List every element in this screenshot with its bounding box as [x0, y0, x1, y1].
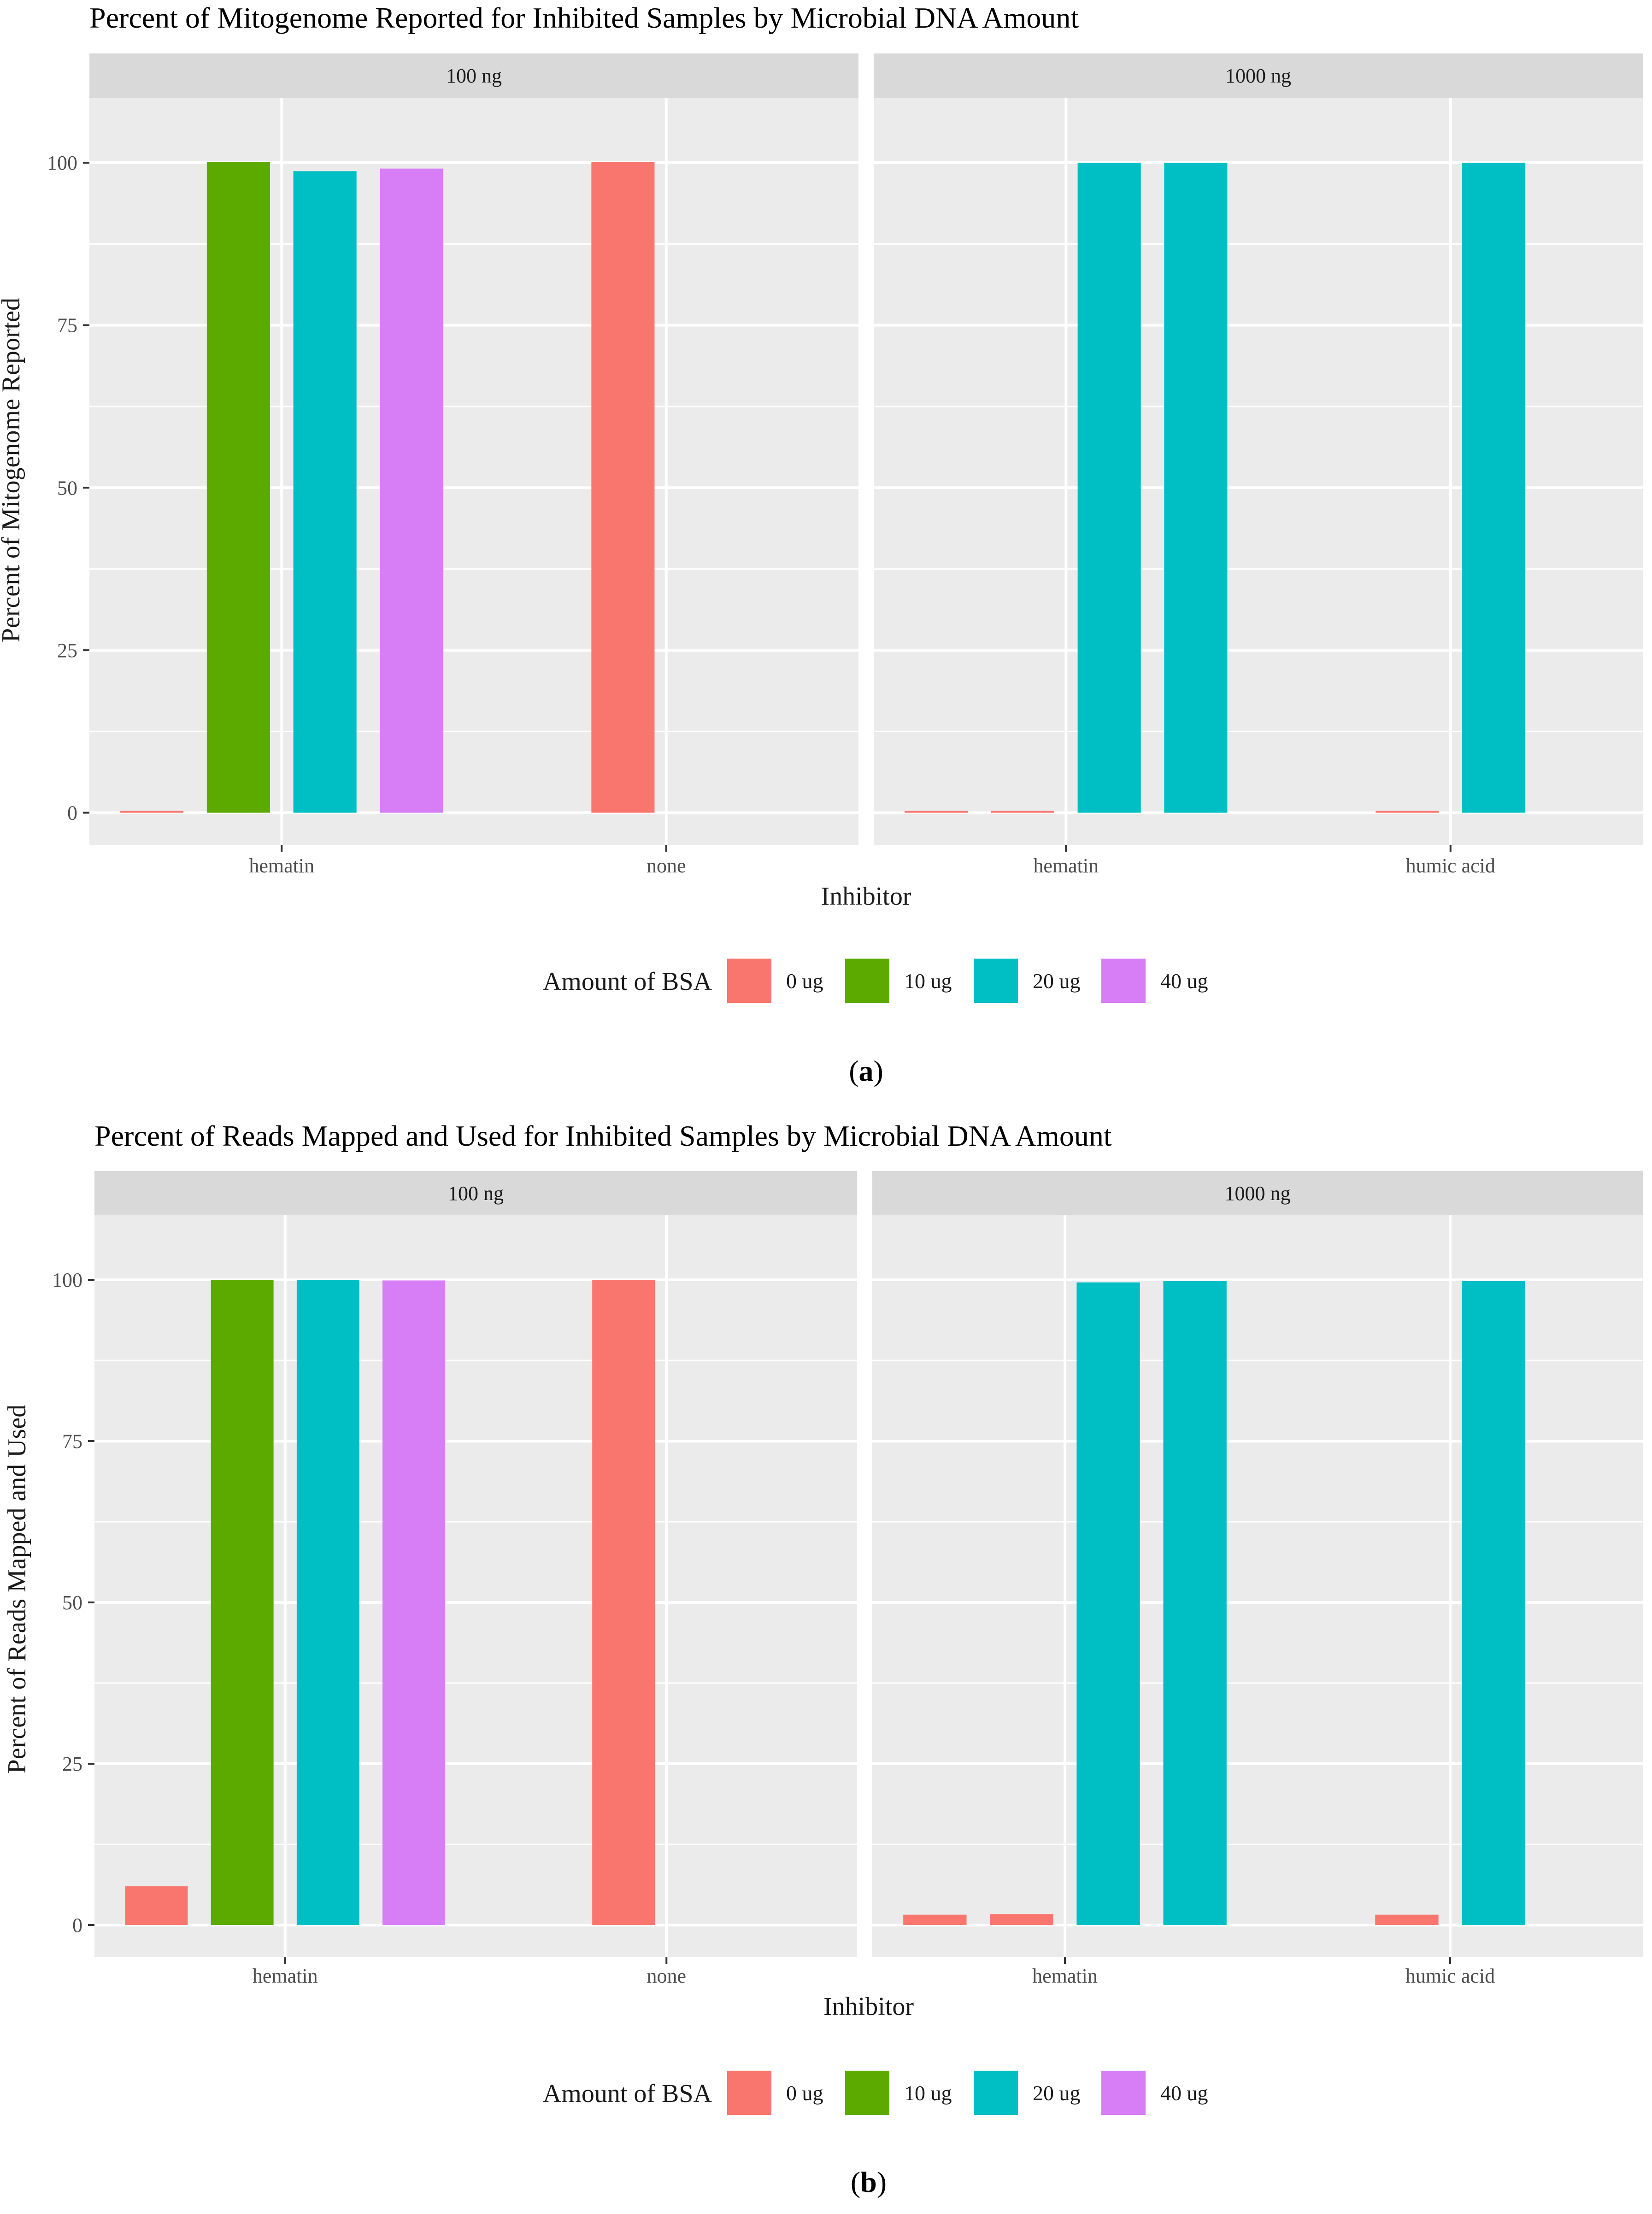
x-tick-label: none [647, 854, 686, 877]
legend-key [727, 959, 771, 1003]
legend-key [845, 959, 889, 1003]
bar [1164, 163, 1228, 813]
y-axis-label: Percent of Reads Mapped and Used [3, 1405, 31, 1774]
legend-label: 40 ug [1160, 2081, 1208, 2105]
x-tick-label: hematin [253, 1965, 318, 1987]
y-tick-label: 75 [57, 314, 77, 337]
facet-strip [874, 53, 1643, 98]
y-tick-label: 0 [67, 801, 77, 824]
y-tick-label: 100 [52, 1269, 82, 1291]
bar [380, 168, 443, 813]
bar [296, 1280, 359, 1925]
legend: Amount of BSA 0 ug 10 ug 20 ug 40 ug [543, 959, 1208, 1003]
facet-label: 1000 ng [1225, 1182, 1291, 1205]
bar [592, 1280, 655, 1925]
figure-caption: (a) [849, 1054, 883, 1087]
y-axis-label: Percent of Mitogenome Reported [0, 298, 25, 642]
bar [1163, 1281, 1227, 1925]
x-axis-label: Inhibitor [823, 1992, 914, 2021]
legend-label: 20 ug [1033, 2081, 1081, 2105]
bar [990, 1914, 1053, 1925]
caption-letter: b [860, 2166, 877, 2198]
legend-label: 10 ug [904, 2081, 952, 2105]
legend-title: Amount of BSA [543, 2079, 712, 2108]
legend-label: 10 ug [904, 969, 952, 993]
facet-panel: 1000 ng hematin humic acid [874, 53, 1643, 877]
x-tick-label: hematin [1033, 854, 1099, 877]
y-tick-label: 25 [57, 639, 77, 662]
bar [591, 162, 655, 813]
x-tick-label: hematin [249, 854, 314, 877]
y-tick-label: 0 [72, 1914, 82, 1937]
bar [905, 811, 968, 813]
x-tick-label: humic acid [1405, 1965, 1495, 1987]
y-tick-label: 50 [57, 477, 77, 499]
legend-key [727, 2071, 771, 2115]
legend-label: 0 ug [786, 969, 823, 993]
bar [1376, 811, 1439, 813]
legend-key [1101, 959, 1146, 1003]
legend-title: Amount of BSA [543, 967, 712, 996]
facet-label: 1000 ng [1225, 65, 1291, 87]
caption-letter: a [859, 1054, 874, 1087]
legend-key [845, 2071, 889, 2115]
legend-key [974, 2071, 1018, 2115]
chart-title: Percent of Mitogenome Reported for Inhib… [89, 1, 1079, 34]
chart-a: Percent of Mitogenome Reported for Inhib… [0, 1, 1643, 1087]
chart-title: Percent of Reads Mapped and Used for Inh… [94, 1119, 1112, 1152]
bar [1375, 1914, 1439, 1925]
panel-background [872, 1215, 1643, 1957]
x-axis-label: Inhibitor [821, 882, 911, 911]
bar [211, 1280, 274, 1925]
bar [125, 1886, 188, 1925]
bar [1462, 1281, 1525, 1925]
bar [206, 162, 270, 813]
y-tick-label: 25 [62, 1753, 82, 1775]
legend-key [974, 959, 1018, 1003]
facet-strip [89, 53, 858, 98]
facet-panel: 100 ng hematin none [94, 1171, 857, 1987]
panel-background [94, 1215, 857, 1957]
legend-key [1101, 2071, 1146, 2115]
facet-strip [94, 1171, 857, 1215]
bar [1462, 163, 1526, 813]
legend-label: 0 ug [786, 2081, 823, 2105]
facet-strip [872, 1171, 1643, 1215]
facet-panel: 100 ng hematin none [89, 53, 858, 877]
facet-label: 100 ng [446, 65, 502, 87]
legend: Amount of BSA 0 ug 10 ug 20 ug 40 ug [543, 2071, 1208, 2115]
legend-label: 20 ug [1033, 969, 1081, 993]
legend-label: 40 ug [1160, 969, 1208, 993]
bar [991, 811, 1054, 813]
y-tick-label: 100 [47, 152, 77, 174]
figure-caption: (b) [851, 2166, 887, 2198]
bar [120, 811, 184, 813]
panel-background [89, 98, 858, 845]
x-tick-label: hematin [1032, 1965, 1098, 1987]
y-tick-label: 75 [62, 1430, 82, 1453]
panel-background [874, 98, 1643, 845]
bar [382, 1280, 445, 1925]
bar [1076, 1282, 1140, 1925]
facet-label: 100 ng [448, 1182, 504, 1205]
bar [293, 171, 357, 813]
chart-b: Percent of Reads Mapped and Used for Inh… [3, 1119, 1643, 2198]
y-tick-label: 50 [62, 1591, 82, 1614]
x-tick-label: none [647, 1965, 686, 1987]
bar [903, 1914, 967, 1925]
facet-panel: 1000 ng hematin humic acid [872, 1171, 1643, 1987]
bar [1077, 163, 1141, 813]
x-tick-label: humic acid [1406, 854, 1495, 877]
